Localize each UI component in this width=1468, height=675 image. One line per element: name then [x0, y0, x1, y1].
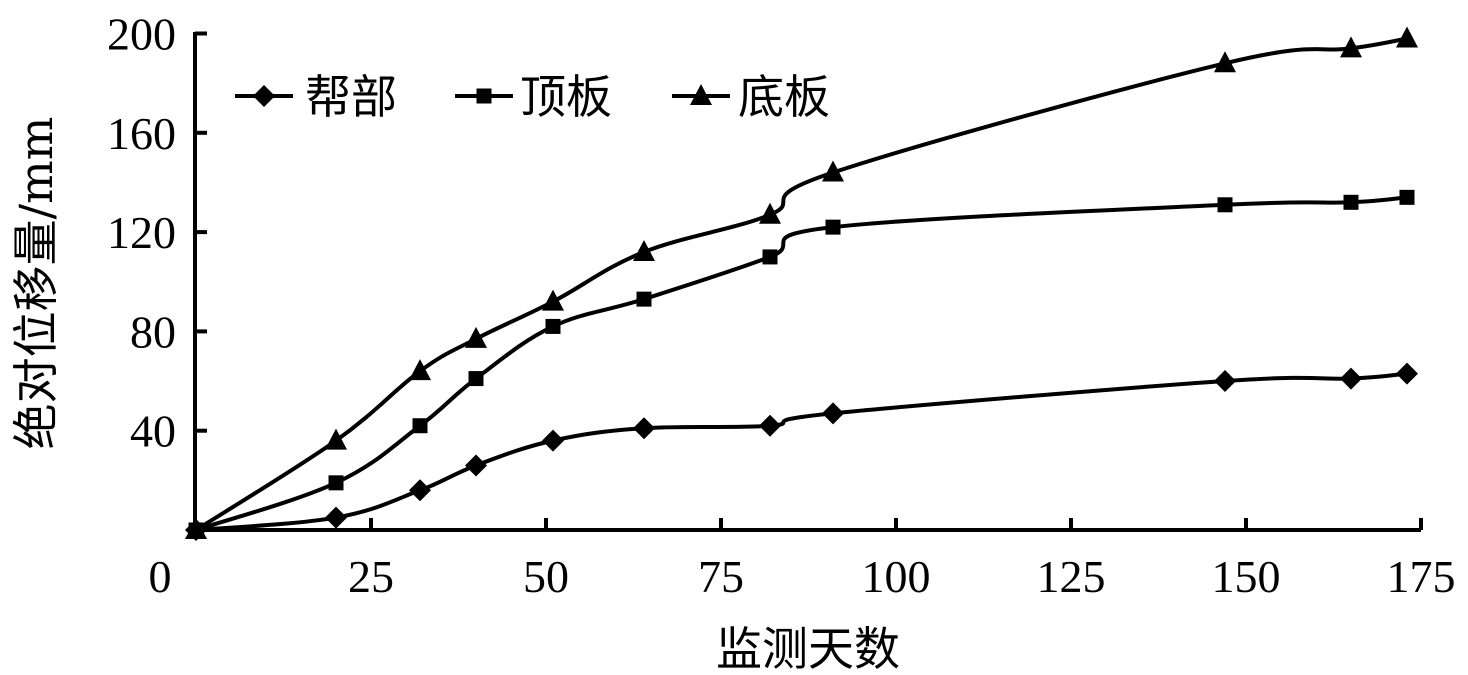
y-tick-label: 120	[107, 207, 176, 258]
triangle-marker-icon	[409, 359, 431, 381]
axes: 40 80 120 160 200 0 25 50 75 100 125 150 175	[107, 9, 1456, 603]
diamond-marker-icon	[1340, 367, 1362, 390]
diamond-marker-icon	[325, 506, 347, 529]
square-marker-icon	[636, 291, 652, 307]
legend-label: 顶板	[520, 70, 612, 124]
triangle-marker-icon	[465, 326, 487, 348]
triangle-marker-icon	[690, 84, 712, 105]
square-marker-icon	[468, 371, 484, 387]
x-tick-label: 150	[1212, 551, 1281, 602]
triangle-marker-icon	[185, 518, 207, 539]
diamond-marker-icon	[1396, 362, 1418, 385]
square-marker-icon	[1399, 189, 1415, 205]
square-marker-icon	[825, 219, 841, 235]
triangle-marker-icon	[1340, 36, 1362, 58]
square-marker-icon	[545, 318, 561, 334]
diamond-marker-icon	[542, 429, 564, 452]
legend-item-diamond: 帮部	[235, 70, 397, 124]
triangle-marker-icon	[1396, 26, 1418, 48]
x-tick-label: 0	[149, 551, 172, 602]
series-line	[195, 371, 1408, 532]
triangle-marker-icon	[822, 160, 844, 182]
x-tick-label: 175	[1387, 551, 1456, 602]
square-marker-icon	[476, 88, 492, 104]
series-square	[188, 189, 1415, 538]
diamond-marker-icon	[409, 479, 431, 502]
x-tick-label: 25	[348, 551, 394, 602]
x-tick-label: 75	[698, 551, 744, 602]
diamond-marker-icon	[759, 414, 781, 437]
legend-item-square: 顶板	[455, 70, 612, 124]
series-diamond	[185, 362, 1418, 541]
y-tick-label: 40	[130, 406, 176, 457]
series-triangle	[185, 26, 1418, 539]
diamond-marker-icon	[465, 454, 487, 477]
triangle-marker-icon	[325, 428, 347, 450]
square-marker-icon	[1343, 194, 1359, 210]
diamond-marker-icon	[253, 85, 275, 107]
diamond-marker-icon	[633, 417, 655, 440]
square-marker-icon	[412, 418, 428, 434]
triangle-marker-icon	[542, 289, 564, 311]
y-tick-label: 80	[130, 306, 176, 357]
square-marker-icon	[1217, 197, 1233, 213]
triangle-marker-icon	[759, 202, 781, 224]
diamond-marker-icon	[1214, 370, 1236, 393]
x-tick-label: 100	[862, 551, 931, 602]
triangle-marker-icon	[633, 239, 655, 261]
y-tick-label: 200	[107, 9, 176, 60]
legend-item-triangle: 底板	[672, 70, 830, 124]
series-line	[195, 195, 1408, 532]
square-marker-icon	[762, 249, 778, 265]
legend: 帮部 顶板 底板	[235, 70, 830, 124]
square-marker-icon	[328, 475, 344, 491]
series-layer	[185, 26, 1418, 541]
triangle-marker-icon	[1214, 51, 1236, 73]
legend-label: 帮部	[305, 70, 397, 124]
x-axis-title: 监测天数	[716, 622, 900, 675]
x-tick-label: 50	[523, 551, 569, 602]
legend-label: 底板	[738, 70, 830, 124]
x-tick-label: 125	[1037, 551, 1106, 602]
y-tick-label: 160	[107, 108, 176, 159]
diamond-marker-icon	[822, 402, 844, 425]
y-axis-title: 绝对位移量/mm	[9, 117, 63, 450]
